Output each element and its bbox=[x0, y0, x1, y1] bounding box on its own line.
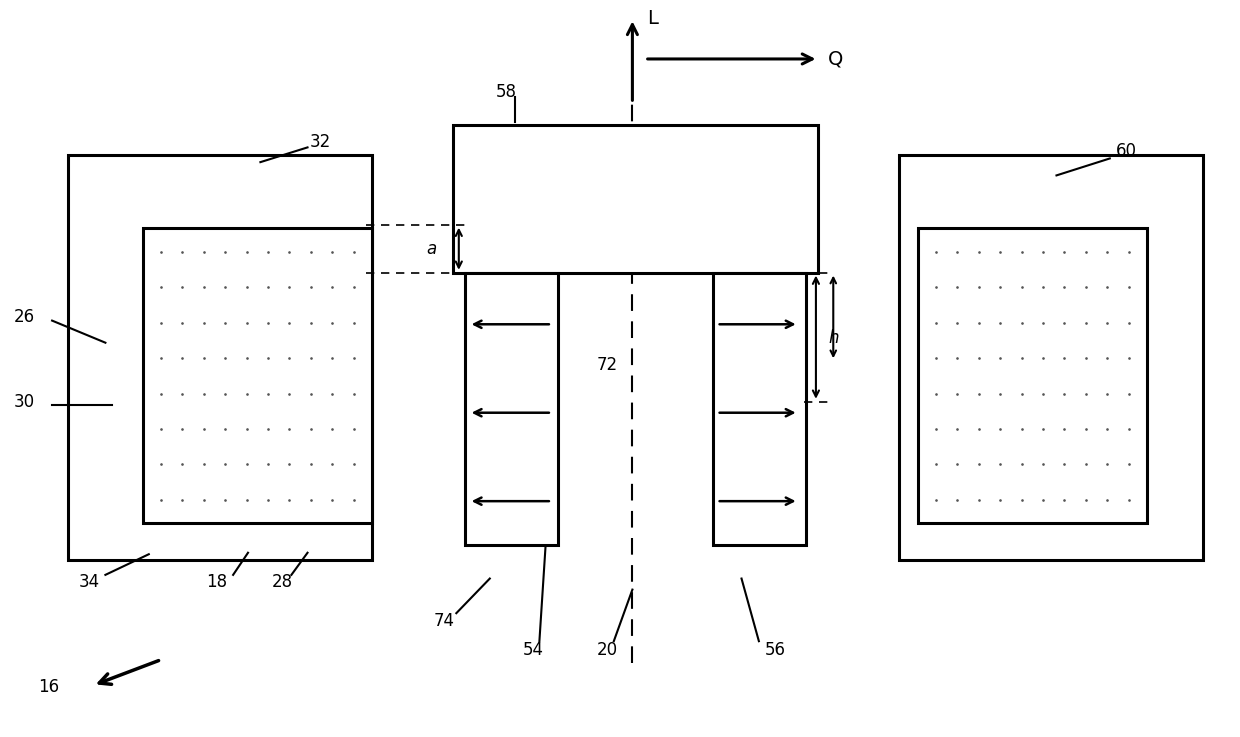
Bar bbox=[465, 273, 558, 545]
Text: 20: 20 bbox=[596, 641, 619, 659]
Text: 54: 54 bbox=[523, 641, 543, 659]
Text: 28: 28 bbox=[272, 573, 294, 591]
Text: 18: 18 bbox=[206, 573, 228, 591]
Bar bbox=[68, 155, 372, 560]
Text: h: h bbox=[828, 329, 838, 346]
Text: 60: 60 bbox=[1116, 142, 1136, 160]
Text: 74: 74 bbox=[434, 612, 454, 629]
Text: Q: Q bbox=[828, 49, 843, 69]
Text: a: a bbox=[427, 240, 436, 258]
Bar bbox=[713, 273, 806, 545]
Text: 58: 58 bbox=[496, 83, 516, 101]
Bar bbox=[143, 228, 372, 523]
Text: 32: 32 bbox=[309, 133, 331, 150]
Text: L: L bbox=[647, 9, 658, 28]
Bar bbox=[918, 228, 1147, 523]
Text: 56: 56 bbox=[765, 641, 785, 659]
Text: 30: 30 bbox=[14, 393, 35, 411]
Text: 16: 16 bbox=[38, 678, 60, 696]
Text: 72: 72 bbox=[596, 356, 619, 374]
Text: 26: 26 bbox=[14, 308, 35, 326]
Text: 34: 34 bbox=[78, 573, 100, 591]
Bar bbox=[453, 125, 818, 273]
Bar bbox=[899, 155, 1203, 560]
